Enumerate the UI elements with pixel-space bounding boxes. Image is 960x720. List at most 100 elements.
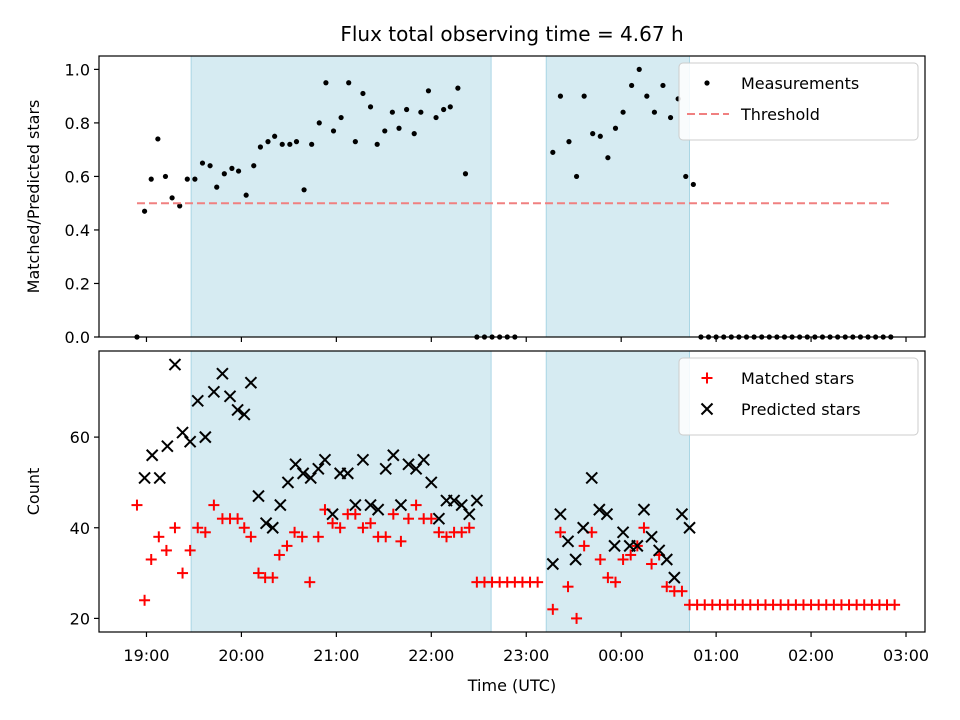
top-panel: 0.0 0.2 0.4 0.6 0.8 1.0 Flux total observing … <box>24 22 926 347</box>
data-point <box>631 539 644 553</box>
x-tick-label: 20:00 <box>218 646 264 665</box>
data-point <box>244 376 258 389</box>
y-tick-label: 60 <box>70 428 90 447</box>
data-point <box>380 531 392 543</box>
data-point <box>550 149 556 155</box>
data-point <box>651 109 658 115</box>
shaded-span-1 <box>545 350 690 633</box>
data-point <box>425 513 437 525</box>
data-point <box>660 82 666 89</box>
data-point <box>289 526 301 538</box>
data-point <box>425 476 438 489</box>
data-point <box>637 503 651 516</box>
data-point <box>371 503 385 516</box>
legend-label: Threshold <box>740 105 820 124</box>
data-point <box>287 141 293 147</box>
data-point <box>131 499 143 511</box>
data-point <box>636 66 642 72</box>
data-point <box>387 508 399 520</box>
data-point <box>252 489 265 503</box>
x-tick-label: 23:00 <box>503 646 549 665</box>
y-tick-label: 0.2 <box>65 274 90 293</box>
data-point <box>447 494 461 507</box>
data-point <box>153 471 166 485</box>
data-point <box>463 507 476 521</box>
data-point <box>690 181 696 188</box>
legend-marker <box>704 80 710 86</box>
data-point <box>594 553 606 565</box>
data-point <box>184 544 196 556</box>
data-point <box>562 581 574 593</box>
top-legend: Measurements Threshold <box>678 62 919 141</box>
legend-marker <box>700 402 714 416</box>
x-tick-label: 00:00 <box>598 646 644 665</box>
data-point <box>569 553 582 566</box>
data-point <box>675 507 689 521</box>
data-point <box>281 476 295 489</box>
x-tick-label: 01:00 <box>693 646 739 665</box>
data-point <box>532 576 544 588</box>
legend-box <box>678 62 919 141</box>
data-point <box>304 471 317 485</box>
top-panel-frame <box>98 55 926 338</box>
data-point <box>346 80 352 86</box>
data-point <box>462 171 469 177</box>
data-point <box>463 522 475 534</box>
data-point <box>590 131 596 137</box>
data-point <box>470 494 484 507</box>
data-point <box>192 176 198 182</box>
data-point <box>661 581 673 593</box>
data-point <box>602 572 614 584</box>
data-point <box>245 531 257 543</box>
data-point <box>433 526 445 538</box>
y-tick-label: 20 <box>70 609 90 628</box>
data-point <box>199 526 211 538</box>
data-point <box>432 512 446 525</box>
data-point <box>349 508 361 520</box>
data-point <box>243 192 249 198</box>
bottom-legend: Matched stars Predicted stars <box>678 357 919 436</box>
data-point <box>660 553 673 566</box>
bottom-y-axis-label: Count <box>24 468 43 516</box>
data-point <box>644 93 650 99</box>
data-point <box>441 106 447 113</box>
data-point <box>410 499 422 511</box>
data-point <box>571 612 583 624</box>
data-point <box>387 449 400 462</box>
data-point <box>447 104 453 110</box>
shaded-span-1 <box>545 55 690 338</box>
data-point <box>676 585 688 597</box>
data-point <box>402 458 415 471</box>
data-point <box>597 133 603 139</box>
data-point <box>267 572 279 584</box>
data-point <box>274 498 287 512</box>
shaded-span-0 <box>190 350 492 633</box>
shaded-span-0 <box>190 55 492 338</box>
data-point <box>349 498 362 512</box>
x-tick-label: 19:00 <box>123 646 169 665</box>
bottom-panel: 20 40 60 19:00 20:00 21:00 22:00 23:00 00:00 01:0… <box>24 350 929 695</box>
data-point <box>176 426 189 439</box>
data-point <box>367 104 374 110</box>
y-tick-label: 0.8 <box>65 114 90 133</box>
data-point <box>668 571 681 584</box>
data-point <box>683 173 689 180</box>
data-point <box>199 430 212 444</box>
data-point <box>456 526 468 538</box>
data-point <box>360 90 366 97</box>
data-point <box>208 499 220 511</box>
data-point <box>576 521 590 534</box>
data-point <box>138 471 151 485</box>
data-point <box>272 133 278 139</box>
data-point <box>645 530 658 544</box>
data-point <box>382 128 388 134</box>
data-point <box>279 141 285 147</box>
data-point <box>600 507 614 521</box>
data-point <box>334 522 346 534</box>
chart-title: Flux total observing time = 4.67 h <box>340 22 683 46</box>
data-point <box>425 88 432 94</box>
data-point <box>889 599 901 611</box>
legend-marker <box>701 372 713 384</box>
data-point <box>183 435 197 448</box>
data-point <box>273 549 285 561</box>
